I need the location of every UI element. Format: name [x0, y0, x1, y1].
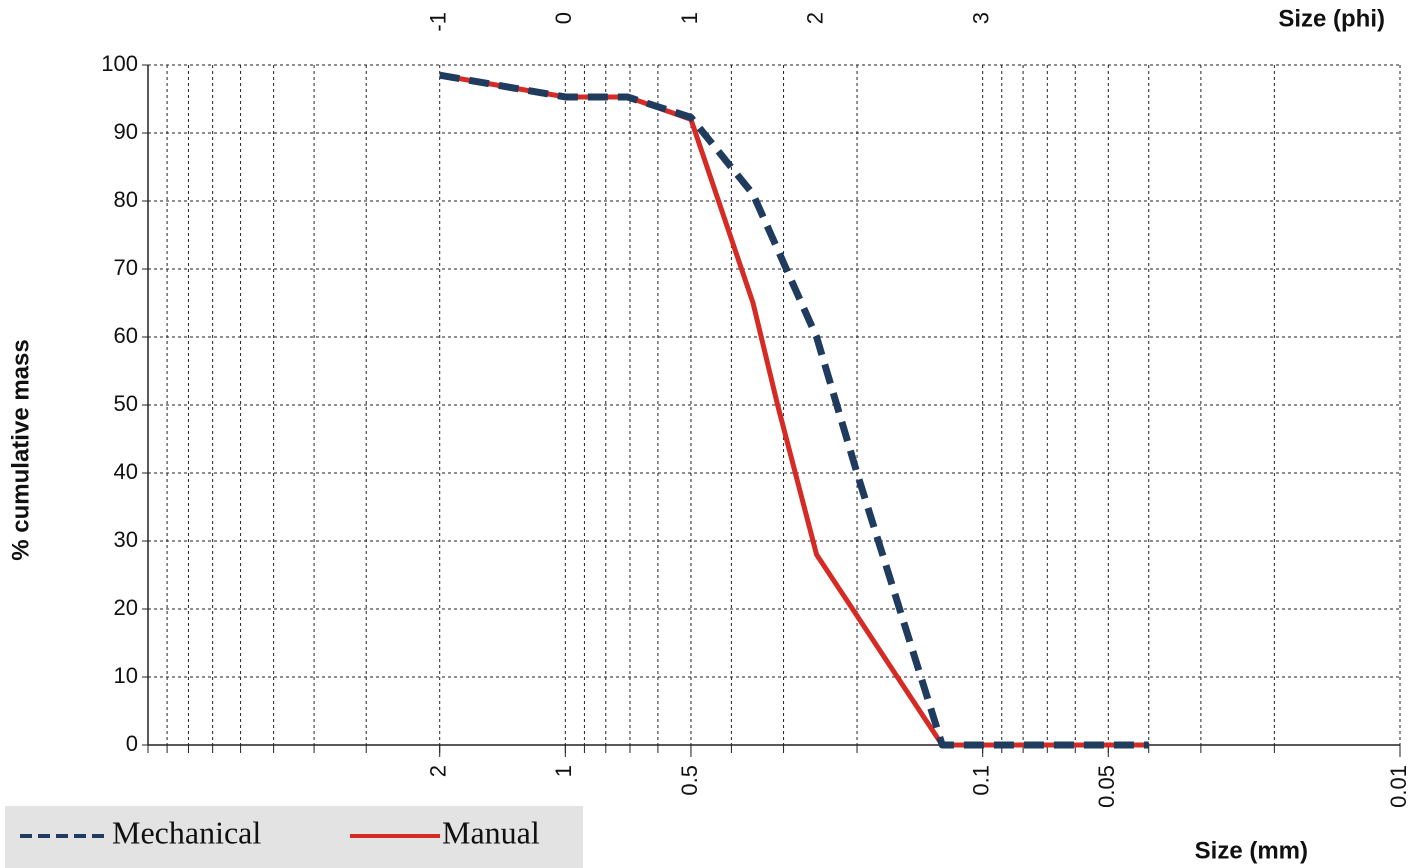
- x2-axis-title: Size (phi): [1278, 5, 1385, 32]
- y-tick-label: 30: [114, 527, 138, 552]
- x2-tick-label: -1: [426, 12, 451, 32]
- x2-tick-label: 0: [551, 12, 576, 24]
- series-line: [439, 71, 1149, 749]
- y-tick-label: 70: [114, 255, 138, 280]
- x-tick-label: 0.5: [677, 765, 702, 796]
- y-tick-label: 40: [114, 459, 138, 484]
- y-tick-label: 90: [114, 119, 138, 144]
- y-tick-label: 80: [114, 187, 138, 212]
- x-axis-title: Size (mm): [1195, 837, 1308, 864]
- x-tick-label: 1: [551, 765, 576, 777]
- y-axis-title: % cumulative mass: [7, 339, 34, 560]
- y-tick-label: 60: [114, 323, 138, 348]
- y-tick-label: 0: [126, 731, 138, 756]
- y-tick-label: 100: [101, 51, 138, 76]
- x-tick-label: 0.01: [1386, 765, 1411, 808]
- x2-tick-label: 2: [802, 12, 827, 24]
- x-tick-label: 0.05: [1094, 765, 1119, 808]
- y-tick-label: 20: [114, 595, 138, 620]
- x-tick-label: 0.1: [968, 765, 993, 796]
- legend-label: Manual: [442, 814, 540, 850]
- legend-label: Mechanical: [112, 814, 261, 850]
- x-tick-label: 2: [426, 765, 451, 777]
- y-tick-label: 50: [114, 391, 138, 416]
- y-tick-label: 10: [114, 663, 138, 688]
- x2-tick-label: 1: [677, 12, 702, 24]
- x2-tick-label: 3: [968, 12, 993, 24]
- series-line: [439, 72, 1149, 748]
